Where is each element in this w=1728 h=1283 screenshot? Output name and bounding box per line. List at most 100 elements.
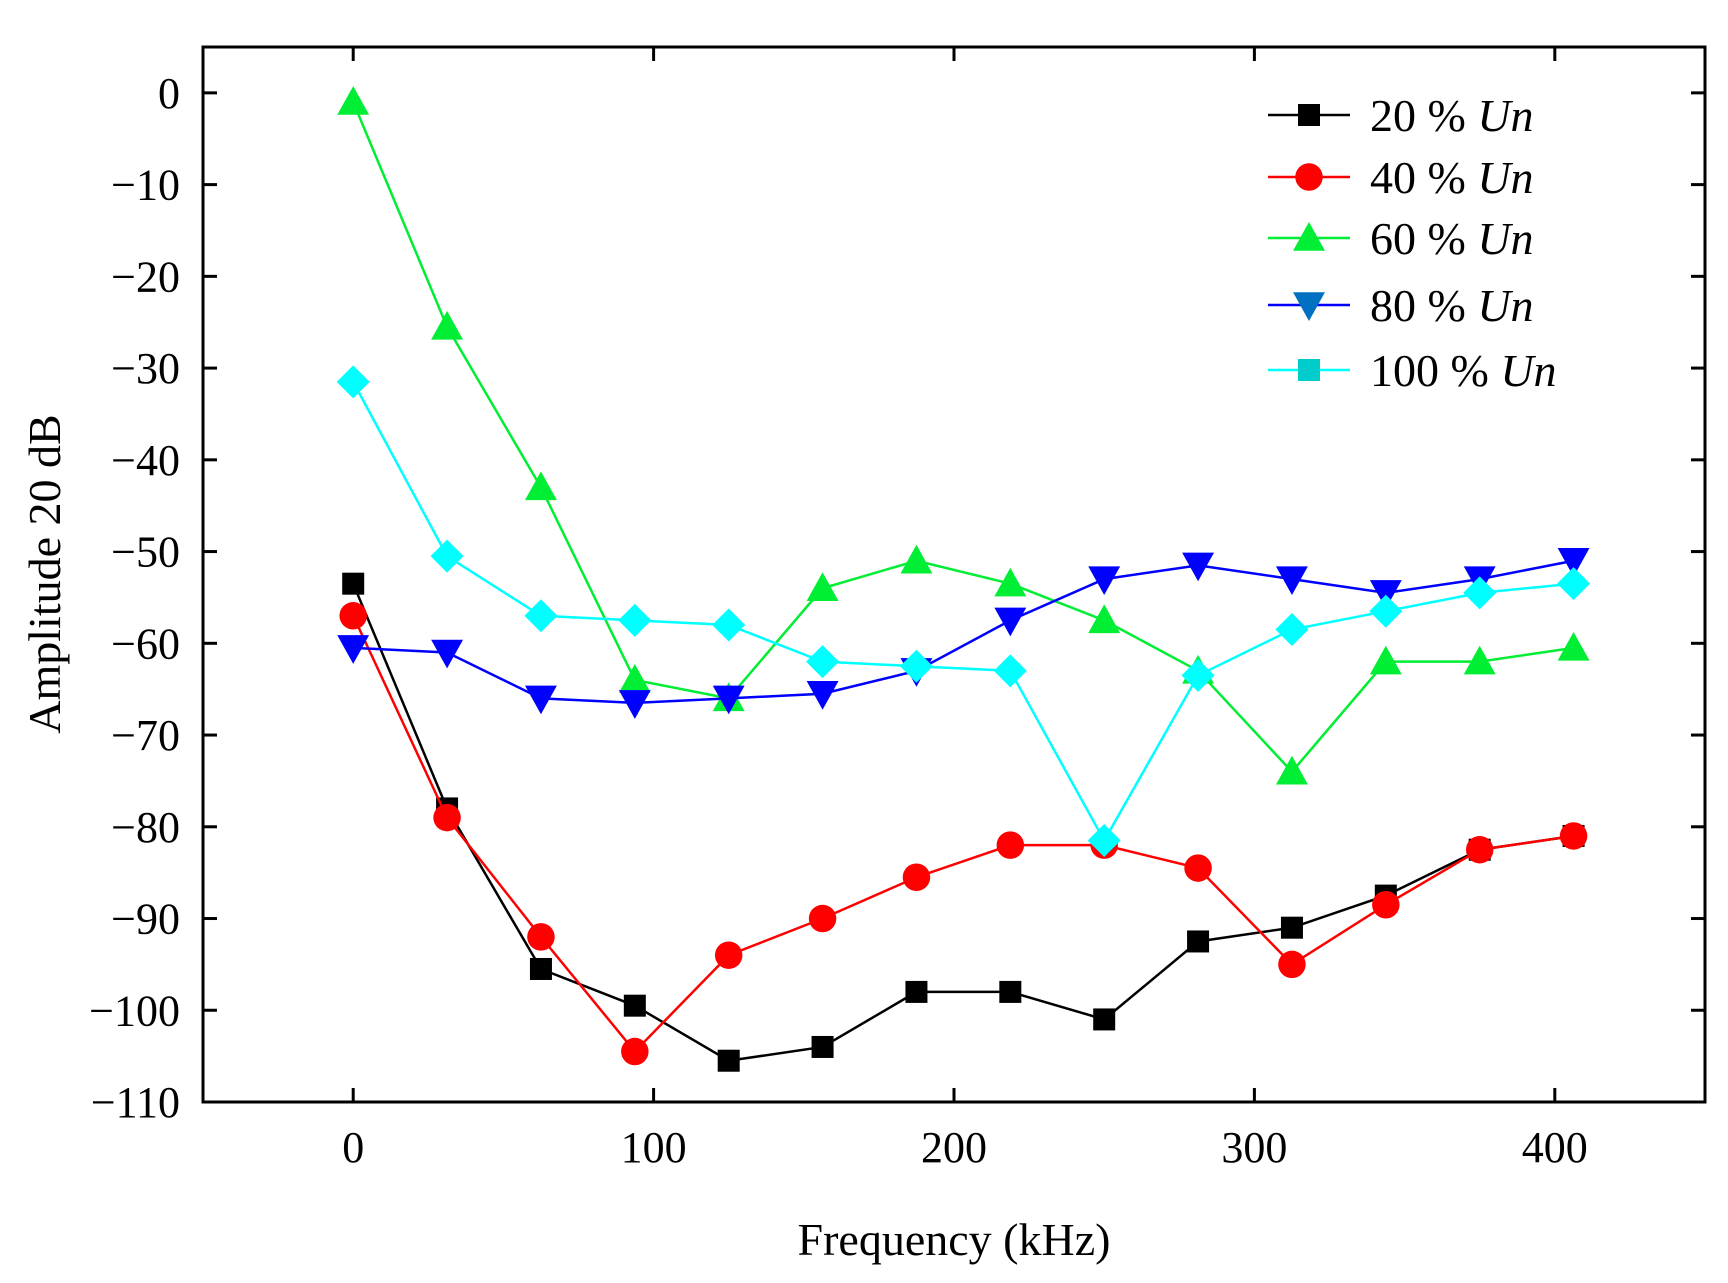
x-tick-label-0: 0 [342,1123,364,1172]
legend-item-1: 40 % Un [1268,152,1534,203]
series-2-point-6 [900,544,933,574]
series-0-point-7 [999,980,1022,1003]
series-1-point-7 [996,831,1025,859]
series-3-point-2 [525,685,557,715]
series-4-point-0 [336,365,370,399]
series-0-point-2 [529,957,552,980]
series-0-point-4 [717,1049,740,1072]
series-2-point-10 [1276,755,1308,785]
series-3-point-8 [1088,566,1121,596]
legend-item-3: 80 % Un [1268,280,1534,331]
y-tick-label-8: −80 [111,803,180,852]
series-4-point-3 [618,603,652,637]
series-0-point-0 [342,572,365,595]
series-1-point-3 [621,1037,649,1066]
x-tick-label-3: 300 [1221,1123,1287,1172]
series-2-point-3 [618,664,651,693]
legend: 20 % Un 40 % Un 60 % Un 80 % Un 100 % Un [1268,90,1557,396]
series-4-point-10 [1275,613,1309,647]
axis-ticks: 0 100 200 300 400 0 −10 −20 −30 −40 −50 −60 −70 −80 −9… [89,47,1705,1172]
series-1-point-12 [1465,835,1494,864]
series-1-point-2 [527,923,555,951]
series-4-point-2 [524,599,558,633]
legend-marker-4 [1298,359,1320,381]
x-tick-label-2: 200 [921,1123,987,1172]
series-3-point-3 [618,690,651,719]
legend-label-4: 100 % Un [1370,345,1557,396]
series-1-point-0 [339,602,367,630]
series-3-point-7 [994,607,1027,637]
y-tick-label-6: −60 [111,619,180,668]
series-0-point-9 [1187,930,1210,953]
series-4-point-12 [1463,576,1497,610]
x-tick-label-4: 400 [1522,1123,1588,1172]
legend-marker-1 [1295,163,1323,191]
series-line-1 [352,615,1574,1054]
legend-marker-3 [1293,292,1325,321]
series-1-point-5 [808,904,837,933]
series-3-point-13 [1557,547,1590,577]
legend-marker-0 [1298,104,1320,126]
series-2-point-2 [525,471,557,501]
series-layer [336,86,1591,1072]
series-1-point-11 [1372,891,1400,919]
series-4-point-9 [1181,658,1215,692]
series-2-point-1 [431,310,464,340]
series-4-point-4 [712,608,746,642]
series-1 [339,602,1588,1066]
series-2-point-5 [806,572,839,602]
series-1-point-10 [1278,950,1306,979]
legend-item-0: 20 % Un [1268,90,1534,141]
series-4 [336,365,1591,858]
series-0-point-5 [811,1035,834,1058]
legend-label-0: 20 % Un [1370,90,1534,141]
series-1-point-1 [433,803,461,832]
y-tick-label-0: 0 [158,69,180,118]
series-2-point-11 [1369,645,1402,675]
y-tick-label-1: −10 [111,161,180,210]
series-2-point-8 [1088,604,1121,634]
series-3-point-10 [1276,566,1308,596]
series-1-point-4 [714,941,743,969]
series-1-point-9 [1184,854,1212,882]
series-line-0 [352,583,1574,1063]
series-4-point-13 [1557,567,1591,601]
series-0-point-8 [1093,1008,1116,1031]
legend-item-2: 60 % Un [1268,213,1534,264]
series-3-point-0 [337,635,370,664]
series-0-point-6 [905,980,928,1003]
series-2-point-0 [337,86,370,115]
legend-item-4: 100 % Un [1268,345,1557,396]
legend-label-2: 60 % Un [1370,213,1534,264]
legend-label-1: 40 % Un [1370,152,1534,203]
series-1-point-13 [1559,822,1588,850]
y-tick-label-2: −20 [111,252,180,301]
series-3-point-1 [431,639,464,669]
series-4-point-7 [993,654,1027,688]
series-3-point-4 [712,685,745,715]
y-tick-label-11: −110 [91,1078,180,1127]
legend-marker-2 [1293,222,1325,251]
series-line-2 [352,101,1574,774]
y-axis-title: Amplitude 20 dB [19,414,70,733]
y-tick-label-4: −40 [111,436,180,485]
series-4-point-8 [1087,824,1121,858]
x-axis-title: Frequency (kHz) [798,1214,1111,1265]
series-3-point-11 [1369,580,1402,609]
series-line-3 [353,559,1574,705]
series-2-point-12 [1463,645,1496,675]
y-tick-label-5: −50 [111,528,180,577]
y-tick-label-9: −90 [111,895,180,944]
series-1-point-6 [902,863,931,891]
legend-label-3: 80 % Un [1370,280,1534,331]
series-0-point-10 [1280,916,1303,939]
series-3-point-9 [1182,552,1215,582]
y-tick-label-7: −70 [111,711,180,760]
y-tick-label-3: −30 [111,344,180,393]
x-tick-label-1: 100 [621,1123,687,1172]
series-2-point-13 [1557,631,1590,661]
y-tick-label-10: −100 [89,986,180,1035]
series-3-point-5 [806,681,839,710]
